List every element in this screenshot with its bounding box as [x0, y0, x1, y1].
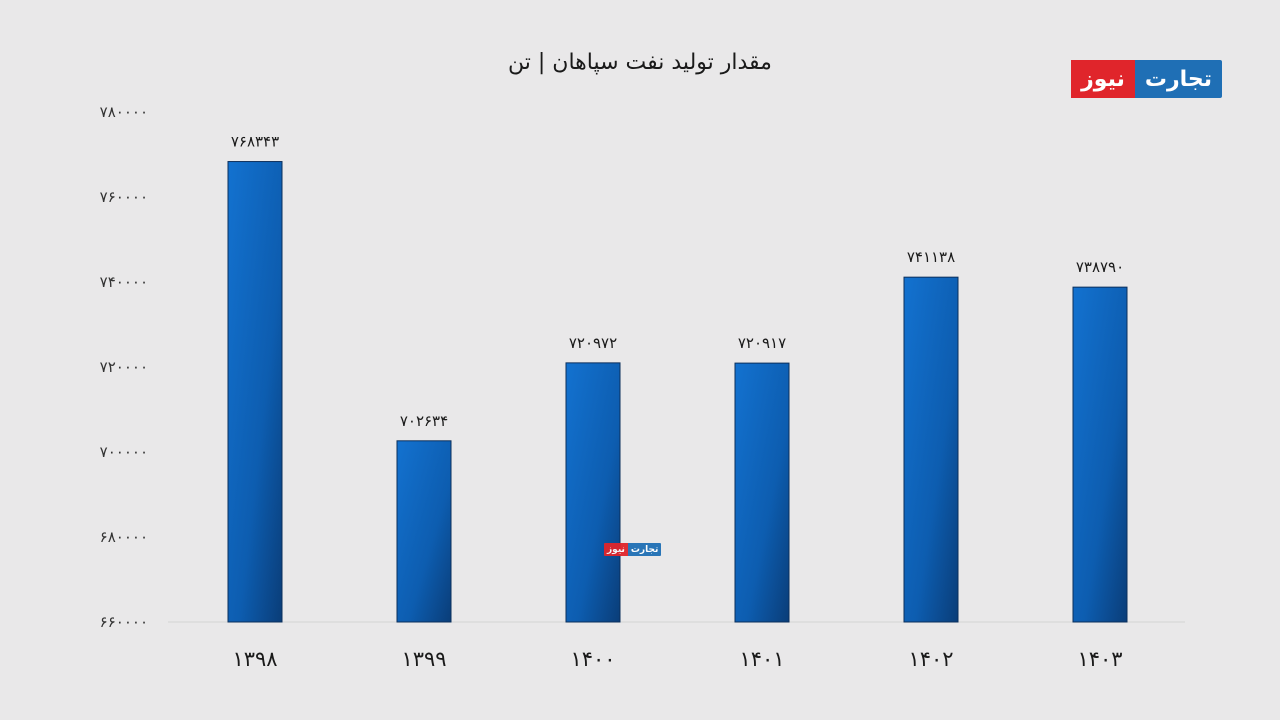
x-tick-label-1399: ۱۳۹۹	[401, 647, 446, 671]
data-labels: ۷۶۸۳۴۳ ۷۰۲۶۳۴ ۷۲۰۹۷۲ ۷۲۰۹۱۷ ۷۴۱۱۳۸ ۷۳۸۷۹۰	[231, 133, 1124, 430]
data-label-1399: ۷۰۲۶۳۴	[400, 412, 448, 430]
y-tick-label: ۷۸۰۰۰۰	[100, 103, 148, 121]
y-tick-label: ۶۸۰۰۰۰	[100, 528, 148, 546]
watermark-logo: تجارت نیوز	[604, 543, 662, 556]
chart-title: مقدار تولید نفت سپاهان | تن	[508, 50, 772, 75]
bar-1398	[227, 161, 283, 623]
y-axis: ۶۶۰۰۰۰ ۶۸۰۰۰۰ ۷۰۰۰۰۰ ۷۲۰۰۰۰ ۷۴۰۰۰۰ ۷۶۰۰۰۰ ۷۸۰۰…	[100, 103, 148, 631]
bar-1399	[396, 440, 452, 623]
data-label-1402: ۷۴۱۱۳۸	[907, 248, 955, 266]
bar-1401	[734, 362, 790, 623]
watermark-red: نیوز	[604, 543, 628, 556]
brand-logo-red: نیوز	[1071, 60, 1135, 98]
brand-logo: تجارت نیوز	[1034, 60, 1222, 98]
data-label-1398: ۷۶۸۳۴۳	[231, 133, 279, 151]
data-label-1400: ۷۲۰۹۷۲	[569, 334, 617, 352]
watermark-blue: تجارت	[627, 543, 662, 556]
x-tick-label-1402: ۱۴۰۲	[908, 647, 953, 671]
bar-1402	[903, 276, 959, 623]
x-tick-label-1400: ۱۴۰۰	[570, 647, 615, 671]
bar-1400	[565, 362, 621, 623]
y-tick-label: ۷۴۰۰۰۰	[100, 273, 148, 291]
data-label-1401: ۷۲۰۹۱۷	[738, 334, 786, 352]
bar-1403	[1072, 286, 1128, 623]
data-label-1403: ۷۳۸۷۹۰	[1076, 258, 1124, 276]
y-tick-label: ۷۰۰۰۰۰	[100, 443, 148, 461]
brand-logo-blue: تجارت	[1134, 60, 1222, 98]
y-tick-label: ۷۶۰۰۰۰	[100, 188, 148, 206]
y-tick-label: ۶۶۰۰۰۰	[100, 613, 148, 631]
x-tick-label-1401: ۱۴۰۱	[739, 647, 784, 671]
x-axis: ۱۳۹۸ ۱۳۹۹ ۱۴۰۰ ۱۴۰۱ ۱۴۰۲ ۱۴۰۳	[232, 647, 1122, 671]
x-tick-label-1398: ۱۳۹۸	[232, 647, 277, 671]
y-tick-label: ۷۲۰۰۰۰	[100, 358, 148, 376]
bars	[227, 161, 1128, 623]
x-tick-label-1403: ۱۴۰۳	[1077, 647, 1122, 671]
